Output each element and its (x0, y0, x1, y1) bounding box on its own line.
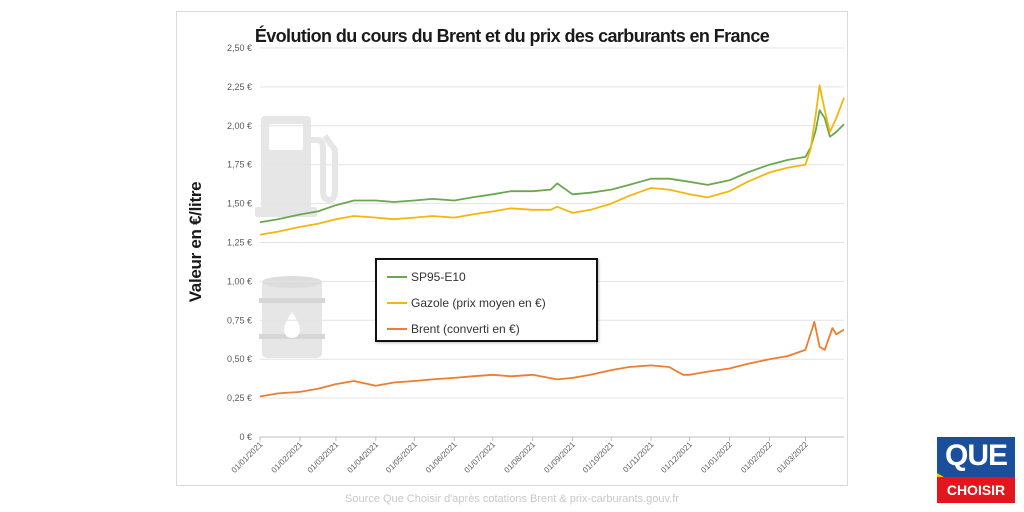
chart-frame: 0 € 0,25 € 0,50 € 0,75 € 1,00 € 1,25 € 1,50 € 1… (176, 11, 848, 486)
chart-legend: SP95-E10 Gazole (prix moyen en €) Brent … (375, 258, 598, 342)
legend-swatch-gazole (387, 302, 407, 304)
series-line-1 (259, 84, 845, 236)
x-tick-label-1: 01/02/2021 (270, 440, 305, 475)
x-tick-label-4: 01/05/2021 (384, 440, 419, 475)
y-tick-label-0: 0 € (239, 432, 252, 442)
legend-label-brent: Brent (converti en €) (411, 322, 520, 336)
series-line-2 (259, 320, 845, 398)
que-choisir-logo[interactable]: QUE CHOISIR (937, 437, 1015, 503)
legend-label-sp95: SP95-E10 (411, 270, 466, 284)
y-tick-label-7: 1,75 € (227, 160, 252, 170)
y-tick-label-6: 1,50 € (227, 199, 252, 209)
y-tick-label-9: 2,25 € (227, 82, 252, 92)
fuel-pump-icon (255, 116, 338, 217)
legend-swatch-sp95 (387, 276, 407, 278)
line-chart: 0 € 0,25 € 0,50 € 0,75 € 1,00 € 1,25 € 1,50 € 1… (227, 43, 845, 475)
x-tick-label-7: 01/08/2021 (502, 440, 537, 475)
x-tick-label-8: 01/09/2021 (542, 440, 577, 475)
y-tick-label-8: 2,00 € (227, 121, 252, 131)
y-tick-label-1: 0,25 € (227, 393, 252, 403)
y-tick-label-2: 0,50 € (227, 354, 252, 364)
y-tick-label-3: 0,75 € (227, 315, 252, 325)
source-caption: Source Que Choisir d'après cotations Bre… (345, 493, 679, 505)
x-tick-label-11: 01/12/2021 (659, 440, 694, 475)
series-line-0 (259, 109, 845, 224)
x-tick-label-6: 01/07/2021 (463, 440, 498, 475)
x-tick-label-9: 01/10/2021 (581, 440, 616, 475)
x-tick-label-5: 01/06/2021 (424, 440, 459, 475)
legend-swatch-brent (387, 328, 407, 330)
x-tick-label-14: 01/03/2022 (775, 440, 810, 475)
y-axis-label: Valeur en €/litre (186, 181, 205, 303)
legend-item-brent: Brent (converti en €) (387, 316, 596, 342)
logo-text-choisir: CHOISIR (937, 477, 1015, 503)
legend-label-gazole: Gazole (prix moyen en €) (411, 296, 546, 310)
x-tick-label-13: 01/02/2022 (739, 440, 774, 475)
chart-title: Évolution du cours du Brent et du prix d… (254, 26, 770, 46)
x-tick-label-10: 01/11/2021 (621, 440, 656, 475)
x-tick-label-12: 01/01/2022 (699, 440, 734, 475)
logo-text-que: QUE (944, 439, 1008, 472)
legend-item-gazole: Gazole (prix moyen en €) (387, 290, 596, 316)
y-tick-label-10: 2,50 € (227, 43, 252, 53)
oil-barrel-icon (259, 276, 325, 358)
legend-item-sp95: SP95-E10 (387, 264, 596, 290)
x-tick-label-2: 01/03/2021 (306, 440, 341, 475)
x-tick-label-3: 01/04/2021 (346, 440, 381, 475)
y-tick-label-4: 1,00 € (227, 276, 252, 286)
x-tick-label-0: 01/01/2021 (230, 440, 265, 475)
y-tick-label-5: 1,25 € (227, 238, 252, 248)
